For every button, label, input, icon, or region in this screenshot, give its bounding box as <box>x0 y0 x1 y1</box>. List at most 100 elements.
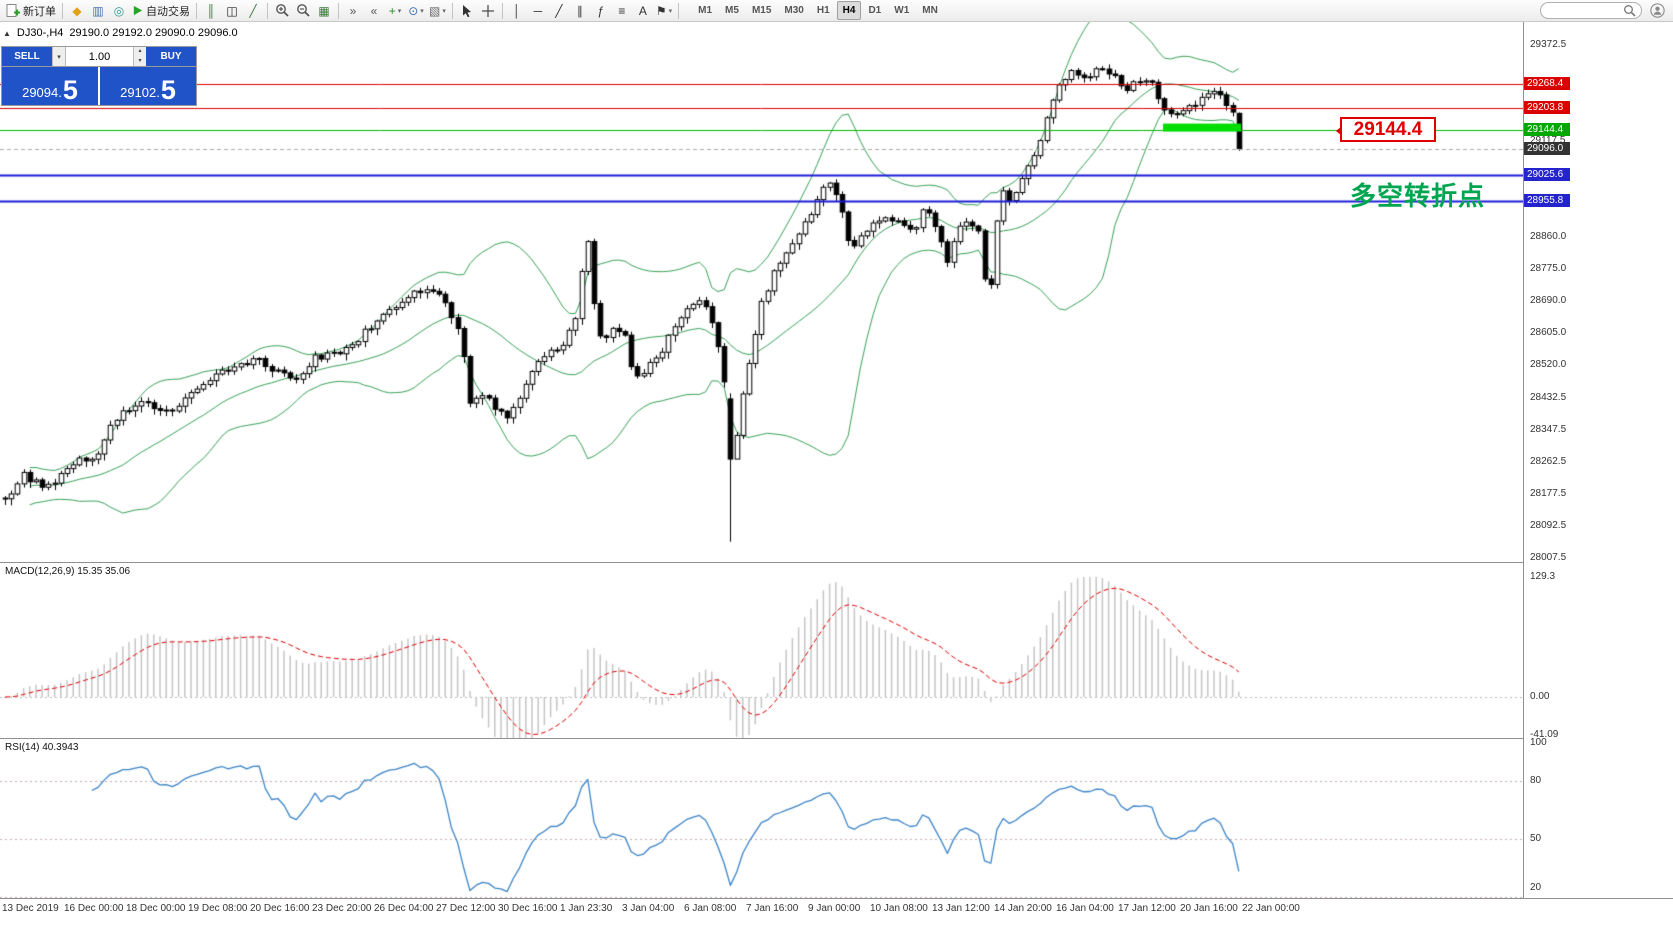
caret-down-icon: ▾ <box>442 7 446 15</box>
sell-button[interactable]: SELL <box>2 47 52 66</box>
sell-price-main: 29094. <box>22 84 62 100</box>
timeframe-m1-button[interactable]: M1 <box>698 5 713 16</box>
volume-up-button[interactable]: ▴ <box>134 47 146 57</box>
tile-windows-button[interactable]: ▦ <box>314 1 334 20</box>
price-axis-label: 29372.5 <box>1530 38 1567 50</box>
trade-panel-price-row: 29094. 5 29102. 5 <box>2 67 196 105</box>
search-input[interactable] <box>1546 4 1623 17</box>
rsi-label: RSI(14) 40.3943 <box>5 742 79 753</box>
auto-scroll-button[interactable]: » <box>343 1 363 20</box>
candlestick-chart-button[interactable]: ◫ <box>222 1 242 20</box>
trendline-button[interactable]: ╱ <box>549 1 569 20</box>
bar-chart-icon: ║ <box>206 3 216 18</box>
toolbar-separator <box>338 2 339 19</box>
timeframe-m15-button[interactable]: M15 <box>751 5 772 16</box>
rsi-canvas[interactable] <box>0 739 1523 898</box>
date-label: 27 Dec 12:00 <box>436 903 496 914</box>
sell-price-button[interactable]: 29094. 5 <box>2 67 98 105</box>
collapse-icon[interactable]: ▲ <box>3 28 11 38</box>
chart-shift-button[interactable]: « <box>364 1 384 20</box>
macd-canvas[interactable] <box>0 563 1523 738</box>
symbol-period-label: DJ30-,H4 <box>16 27 64 39</box>
clock-icon: ⊙ <box>408 3 419 18</box>
date-label: 26 Dec 04:00 <box>374 903 434 914</box>
mql5-diamond-icon: ◆ <box>72 3 82 18</box>
sell-price-fraction: 5 <box>62 74 78 105</box>
text-button[interactable]: A <box>633 1 653 20</box>
toolbar-separator <box>501 2 503 19</box>
price-tag: 28955.8 <box>1524 194 1570 208</box>
fibonacci-button[interactable]: ƒ <box>591 1 611 20</box>
zoom-out-button[interactable] <box>293 1 313 20</box>
shapes-button[interactable]: ≡ <box>612 1 632 20</box>
line-chart-button[interactable]: ╱ <box>243 1 263 20</box>
timeframe-m30-button[interactable]: M30 <box>784 5 804 16</box>
auto-scroll-icon: » <box>349 3 357 18</box>
template-icon: ▧ <box>429 3 441 18</box>
auto-trading-button-label: 自动交易 <box>146 5 190 18</box>
toolbar-right-group <box>1540 2 1670 20</box>
pivot-point-annotation: 多空转折点 <box>1350 181 1486 211</box>
macd-pane: MACD(12,26,9) 15.35 35.06 <box>0 562 1523 738</box>
arrows-button[interactable]: ⚑ ▾ <box>654 1 674 20</box>
new-order-icon <box>5 3 20 18</box>
vertical-line-button[interactable]: │ <box>507 1 527 20</box>
chart-shift-icon: « <box>370 3 378 18</box>
crosshair-icon <box>481 4 495 18</box>
price-level-callout: 29144.4 <box>1336 117 1436 142</box>
data-window-button[interactable]: ◎ <box>109 1 129 20</box>
trendline-icon: ╱ <box>555 3 563 18</box>
zoom-in-button[interactable] <box>272 1 292 20</box>
cursor-button[interactable] <box>457 1 477 20</box>
mql5-button[interactable]: ◆ <box>67 1 87 20</box>
timeframe-m5-button[interactable]: M5 <box>725 5 739 16</box>
price-tag: 29144.4 <box>1524 123 1570 137</box>
crosshair-button[interactable] <box>478 1 498 20</box>
volume-input[interactable] <box>66 47 133 66</box>
price-axis-label: 28347.5 <box>1530 423 1567 435</box>
rsi-pane: RSI(14) 40.3943 <box>0 738 1523 898</box>
timeframe-h1-button[interactable]: H1 <box>816 5 830 16</box>
buy-price-button[interactable]: 29102. 5 <box>100 67 196 105</box>
date-label: 3 Jan 04:00 <box>622 903 675 914</box>
time-axis[interactable]: 13 Dec 2019 16 Dec 00:00 18 Dec 00:00 19 De… <box>0 898 1673 920</box>
community-button[interactable] <box>1648 2 1666 20</box>
volume-down-button[interactable]: ▾ <box>134 56 146 66</box>
toolbar-separator <box>62 2 63 19</box>
timeframe-mn-button[interactable]: MN <box>922 5 938 16</box>
price-axis-label: 28092.5 <box>1530 519 1567 531</box>
horizontal-line-button[interactable]: ─ <box>528 1 548 20</box>
channel-button[interactable]: ∥ <box>570 1 590 20</box>
indicators-button[interactable]: + ▾ <box>385 1 405 20</box>
timeframe-toolbar: M1 M5 M15 M30 H1 H4 D1 W1 MN <box>692 1 944 20</box>
buy-button[interactable]: BUY <box>146 47 196 66</box>
price-tag: 29025.6 <box>1524 168 1570 182</box>
auto-trading-button[interactable]: 自动交易 <box>130 1 192 20</box>
bar-chart-button[interactable]: ║ <box>201 1 221 20</box>
price-axis-label: 28262.5 <box>1530 455 1567 467</box>
date-label: 20 Dec 16:00 <box>250 903 310 914</box>
market-watch-button[interactable]: ▥ <box>88 1 108 20</box>
date-label: 9 Jan 00:00 <box>808 903 861 914</box>
fibonacci-icon: ƒ <box>597 3 605 18</box>
date-label: 10 Jan 08:00 <box>870 903 928 914</box>
caret-down-icon: ▾ <box>668 7 673 15</box>
caret-down-icon: ▾ <box>397 7 402 15</box>
rsi-axis-label: 20 <box>1530 882 1542 893</box>
date-label: 7 Jan 16:00 <box>746 903 799 914</box>
timeframe-w1-button[interactable]: W1 <box>894 5 910 16</box>
horizontal-line-icon: ─ <box>533 3 543 18</box>
periods-button[interactable]: ⊙ ▾ <box>406 1 426 20</box>
timeframe-h4-button[interactable]: H4 <box>836 1 862 20</box>
price-axis-label: 28860.0 <box>1530 231 1567 243</box>
date-label: 20 Jan 16:00 <box>1180 903 1238 914</box>
new-order-button[interactable]: 新订单 <box>3 1 58 20</box>
price-chart-canvas[interactable] <box>0 22 1523 562</box>
one-click-trading-panel: SELL ▾ ▴ ▾ BUY 29094.5 29102.5 <box>1 46 197 106</box>
price-axis[interactable]: 29372.5 29117.5 28860.0 28775.0 28690.0 28605… <box>1523 22 1673 898</box>
toolbar-buttons: 新订单 ◆ ▥ ◎ 自动交易 ║ ◫ ╱ ▦» «+ ▾ ⊙ ▾ ▧ ▾ │ ─ ╱ ∥ ƒ ≡ A ⚑ ▾ <box>3 1 682 20</box>
market-watch-icon: ▥ <box>92 3 104 18</box>
timeframe-d1-button[interactable]: D1 <box>868 5 882 16</box>
templates-button[interactable]: ▧ ▾ <box>427 1 448 20</box>
sell-options-caret[interactable]: ▾ <box>52 47 66 66</box>
